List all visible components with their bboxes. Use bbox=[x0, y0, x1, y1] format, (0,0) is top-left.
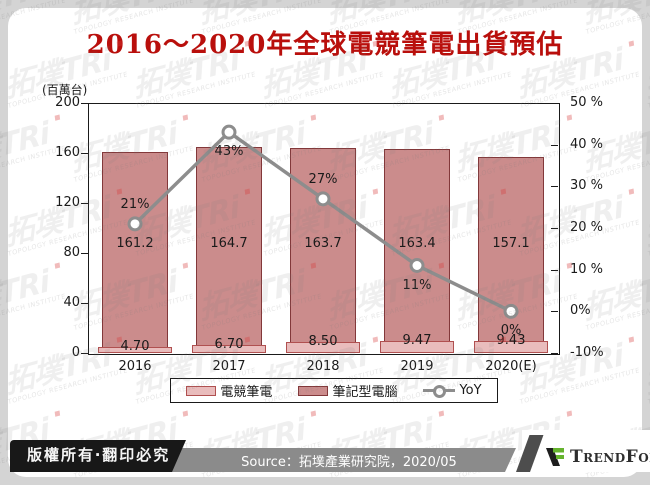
y-right-tick bbox=[551, 311, 558, 313]
y-left-tick bbox=[81, 353, 88, 354]
gaming-value-label: 8.50 bbox=[308, 334, 338, 350]
notebook-value-label: 163.7 bbox=[304, 236, 342, 251]
yoy-marker bbox=[127, 216, 143, 232]
legend-label-notebook: 筆記型電腦 bbox=[332, 385, 398, 400]
yoy-marker bbox=[315, 191, 331, 207]
gaming-bar bbox=[98, 347, 172, 353]
gaming-bar bbox=[192, 344, 266, 353]
yoy-line-icon bbox=[423, 384, 456, 398]
legend-item-notebook: 筆記型電腦 bbox=[298, 381, 397, 400]
x-axis-label: 2020(E) bbox=[485, 359, 537, 374]
yoy-value-label: 21% bbox=[120, 196, 150, 212]
y-left-tick-label: 160 bbox=[55, 145, 80, 160]
yoy-value-label: 0% bbox=[500, 323, 522, 339]
y-right-tick bbox=[551, 186, 558, 188]
yoy-marker bbox=[409, 258, 425, 273]
y-right-tick-label: 50 % bbox=[570, 95, 604, 110]
x-axis-label: 2016 bbox=[118, 359, 152, 374]
notebook-swatch-icon bbox=[298, 385, 329, 396]
y-right-tick bbox=[551, 353, 558, 354]
y-left-tick-label: 0 bbox=[71, 345, 80, 360]
y-left-tick bbox=[81, 153, 88, 154]
y-left-tick bbox=[81, 253, 88, 254]
y-right-tick bbox=[551, 269, 558, 271]
legend-item-yoy: YoY bbox=[423, 383, 482, 398]
notebook-value-label: 163.4 bbox=[398, 236, 436, 251]
notebook-bar bbox=[102, 151, 168, 353]
gaming-value-label: 6.70 bbox=[214, 336, 244, 352]
y-right-tick-label: 30 % bbox=[570, 178, 604, 194]
notebook-value-label: 157.1 bbox=[492, 236, 530, 251]
yoy-value-label: 43% bbox=[214, 144, 244, 160]
yoy-value-label: 11% bbox=[402, 277, 432, 293]
gaming-value-label: 9.47 bbox=[402, 333, 432, 349]
y-right-tick-label: 40 % bbox=[570, 136, 604, 152]
yoy-line-svg bbox=[127, 124, 519, 319]
gaming-laptop-swatch-icon bbox=[186, 385, 217, 396]
legend-label-gaming-laptop: 電競筆電 bbox=[220, 385, 273, 400]
y-right-tick-label: 20 % bbox=[570, 220, 604, 235]
y-right-tick bbox=[551, 103, 558, 104]
y-left-tick-label: 200 bbox=[55, 95, 80, 110]
yoy-line bbox=[133, 129, 512, 313]
gaming-value-label: 4.70 bbox=[120, 339, 150, 355]
gaming-bar bbox=[474, 341, 548, 353]
y-right-tick-label: -10% bbox=[570, 345, 604, 360]
x-axis-label: 2019 bbox=[400, 359, 434, 374]
x-axis-label: 2018 bbox=[306, 359, 340, 374]
y-right-tick-label: 0% bbox=[570, 303, 591, 319]
y-left-tick bbox=[81, 203, 88, 204]
plot-frame bbox=[88, 103, 560, 355]
yoy-value-label: 27% bbox=[308, 171, 338, 187]
y-left-tick bbox=[81, 303, 88, 304]
page-title: 2016～2020年全球電競筆電出貨預估 bbox=[86, 30, 564, 60]
yoy-marker bbox=[221, 124, 237, 140]
gaming-bar bbox=[286, 342, 360, 353]
y-left-tick-label: 120 bbox=[55, 195, 80, 210]
legend-label-yoy: YoY bbox=[459, 383, 482, 398]
legend-item-gaming-laptop: 電競筆電 bbox=[186, 381, 272, 400]
legend: 電競筆電 筆記型電腦 YoY bbox=[170, 378, 498, 403]
yoy-marker bbox=[503, 303, 519, 319]
x-axis-label: 2017 bbox=[212, 359, 246, 374]
y-left-tick bbox=[81, 103, 88, 104]
y-left-tick-label: 80 bbox=[63, 245, 80, 260]
y-right-tick-label: 10 % bbox=[570, 261, 604, 277]
notebook-value-label: 164.7 bbox=[210, 236, 248, 251]
notebook-value-label: 161.2 bbox=[116, 236, 154, 251]
gaming-value-label: 9.43 bbox=[496, 333, 526, 349]
notebook-bar bbox=[196, 147, 262, 353]
y-right-tick bbox=[551, 228, 558, 229]
gaming-bar bbox=[380, 341, 454, 353]
y-left-tick-label: 40 bbox=[63, 295, 80, 310]
y-axis-unit-label: (百萬台) bbox=[42, 83, 88, 97]
y-right-tick bbox=[551, 144, 558, 146]
